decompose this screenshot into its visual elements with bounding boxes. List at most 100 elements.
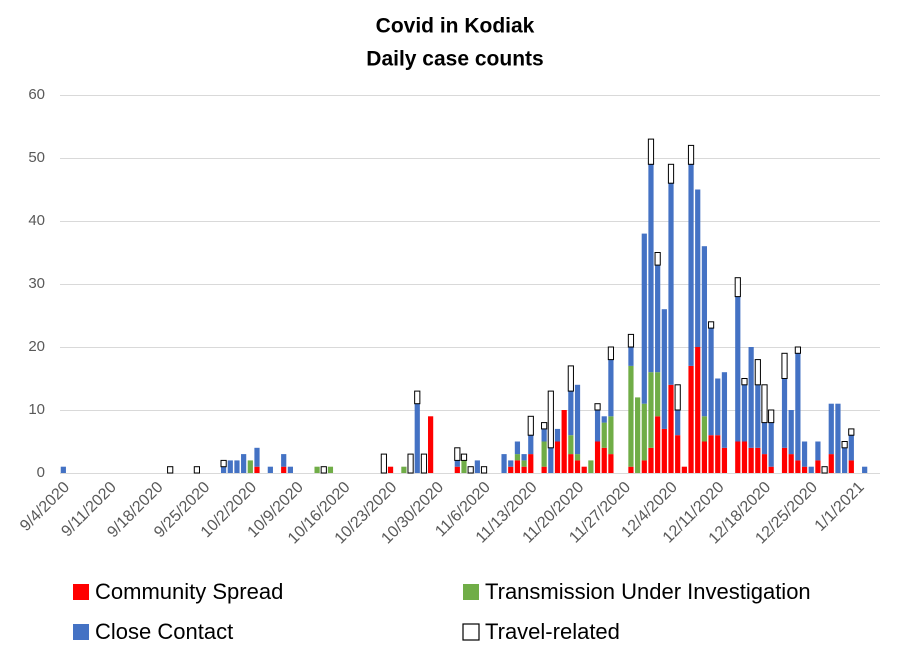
bar-segment bbox=[547, 390, 554, 449]
y-tick-label: 60 bbox=[28, 86, 45, 103]
bar-segment bbox=[508, 466, 514, 473]
bar-segment bbox=[414, 403, 420, 473]
bar-segment bbox=[454, 460, 460, 467]
bar-segment bbox=[460, 453, 468, 461]
bar-segment bbox=[667, 163, 675, 184]
bar-segment bbox=[287, 466, 293, 473]
bar-segment bbox=[568, 391, 574, 436]
legend-label: Close Contact bbox=[95, 619, 233, 644]
bar-segment bbox=[628, 347, 634, 366]
bar-segment bbox=[755, 447, 761, 473]
bar-segment bbox=[761, 422, 768, 455]
bar-segment bbox=[193, 466, 200, 474]
bar-segment bbox=[835, 403, 841, 473]
bar-segment bbox=[641, 233, 647, 404]
y-tick-label: 40 bbox=[28, 212, 45, 229]
bar-segment bbox=[594, 403, 601, 411]
bar-segment bbox=[668, 183, 674, 385]
bar-segment bbox=[768, 422, 774, 467]
bar-segment bbox=[788, 410, 794, 455]
bar-segment bbox=[715, 378, 721, 436]
bar-segment bbox=[574, 454, 581, 461]
bar-segment bbox=[454, 466, 460, 473]
bar-segment bbox=[60, 466, 66, 473]
bar-segment bbox=[781, 352, 788, 379]
bar-segment bbox=[655, 416, 661, 473]
bar-segment bbox=[628, 365, 634, 467]
bar-segment bbox=[320, 466, 327, 474]
bar-segment bbox=[701, 416, 708, 442]
bar-segment bbox=[601, 447, 607, 473]
bar-segment bbox=[741, 441, 748, 473]
bar-segment bbox=[701, 246, 708, 417]
bar-segment bbox=[508, 460, 514, 467]
bar-segment bbox=[281, 466, 287, 473]
bar-segment bbox=[521, 466, 527, 473]
bar-segment bbox=[655, 265, 661, 373]
bar-segment bbox=[648, 372, 654, 448]
bar-segment bbox=[815, 441, 821, 461]
bar-segment bbox=[635, 397, 641, 473]
bar-segment bbox=[467, 466, 474, 474]
bar-segment bbox=[227, 460, 233, 473]
bar-segment bbox=[795, 460, 801, 473]
chart-subtitle: Daily case counts bbox=[366, 48, 543, 71]
bar-segment bbox=[668, 384, 674, 473]
bar-segment bbox=[707, 321, 715, 329]
bar-segment bbox=[862, 466, 868, 473]
bar-segment bbox=[748, 347, 754, 448]
bar-segment bbox=[608, 416, 614, 455]
bar-segment bbox=[247, 460, 253, 473]
bar-segment bbox=[461, 460, 467, 473]
bar-segment bbox=[661, 428, 667, 473]
bar-segment bbox=[801, 441, 808, 467]
bar-segment bbox=[748, 447, 754, 473]
bar-segment bbox=[715, 435, 721, 473]
bar-segment bbox=[167, 466, 174, 474]
legend-swatch bbox=[462, 623, 480, 641]
y-tick-label: 0 bbox=[37, 464, 45, 481]
bar-segment bbox=[794, 346, 801, 354]
bar-segment bbox=[801, 466, 808, 473]
bar-segment bbox=[254, 447, 260, 467]
bar-segment bbox=[554, 428, 561, 442]
bar-segment bbox=[528, 435, 534, 455]
bar-segment bbox=[741, 384, 748, 442]
bar-segment bbox=[608, 359, 614, 417]
bar-segment bbox=[428, 416, 434, 473]
bar-segment bbox=[675, 435, 681, 473]
bar-segment bbox=[695, 347, 701, 473]
bar-segment bbox=[741, 378, 748, 386]
bar-segment bbox=[234, 460, 240, 473]
bar-segment bbox=[788, 454, 794, 473]
bar-segment bbox=[708, 328, 714, 436]
bar-segment bbox=[721, 372, 728, 448]
bar-segment bbox=[768, 409, 775, 424]
bar-segment bbox=[795, 353, 801, 461]
bar-segment bbox=[755, 384, 761, 448]
bar-segment bbox=[414, 390, 421, 405]
bar-segment bbox=[674, 384, 681, 411]
bar-segment bbox=[641, 460, 647, 473]
bar-segment bbox=[514, 441, 521, 455]
bar-segment bbox=[648, 447, 654, 473]
bar-segment bbox=[721, 447, 728, 473]
bar-segment bbox=[568, 435, 574, 455]
bar-segment bbox=[734, 277, 741, 298]
bar-segment bbox=[554, 441, 561, 473]
bar-segment bbox=[608, 454, 614, 473]
bar-segment bbox=[480, 466, 488, 474]
y-tick-label: 20 bbox=[28, 338, 45, 355]
legend-swatch bbox=[463, 584, 479, 600]
bar-segment bbox=[220, 466, 227, 473]
bar-segment bbox=[281, 454, 287, 467]
y-tick-label: 30 bbox=[28, 275, 45, 292]
bar-segment bbox=[607, 346, 615, 361]
bar-segment bbox=[588, 460, 594, 473]
bar-segment bbox=[541, 422, 548, 430]
bar-segment bbox=[541, 441, 547, 467]
bar-segment bbox=[815, 460, 821, 473]
bar-segment bbox=[314, 466, 320, 473]
